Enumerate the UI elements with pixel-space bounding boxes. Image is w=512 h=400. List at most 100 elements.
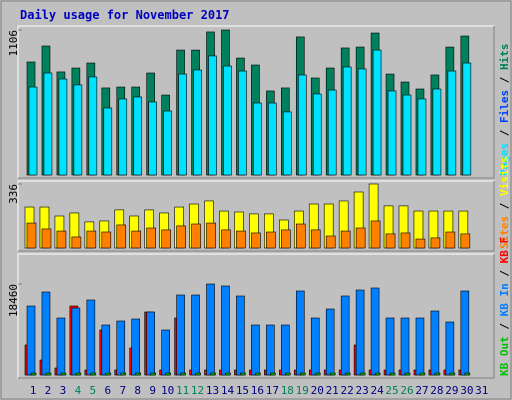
bar — [165, 372, 171, 376]
bar — [445, 231, 456, 249]
bar — [133, 96, 143, 176]
bar — [295, 223, 306, 249]
legend-separator: / — [498, 316, 511, 336]
bar — [449, 372, 456, 376]
x-tick-label: 18 — [281, 384, 294, 397]
bar — [71, 236, 82, 249]
x-tick-label: 31 — [475, 384, 488, 397]
bar — [419, 372, 426, 376]
legend-entry: KB F — [498, 237, 511, 264]
bar — [270, 372, 276, 376]
x-tick-label: 20 — [311, 384, 324, 397]
bar — [195, 372, 201, 376]
bar — [58, 78, 68, 176]
bar — [176, 225, 186, 249]
bar — [178, 73, 187, 176]
bar — [417, 98, 427, 176]
y-tick-label: 1106 — [7, 30, 20, 57]
x-tick-label: 5 — [90, 384, 97, 397]
bar — [238, 70, 247, 176]
bar — [223, 65, 232, 176]
bar — [389, 372, 396, 376]
bar — [355, 289, 365, 376]
bar — [464, 372, 471, 376]
bar — [26, 222, 37, 249]
bar — [176, 294, 185, 376]
bar — [314, 372, 321, 376]
bar — [344, 372, 351, 376]
bar — [374, 372, 381, 376]
bar — [357, 68, 367, 176]
x-tick-label: 21 — [326, 384, 339, 397]
legend: Sites / Visits — [498, 156, 511, 249]
legend-entry: KB In — [498, 283, 511, 316]
bar — [268, 102, 277, 176]
bar — [432, 88, 442, 176]
bar — [105, 372, 112, 376]
bar — [206, 283, 215, 376]
bar — [340, 295, 350, 376]
bar — [71, 307, 81, 376]
bar — [116, 224, 127, 249]
bar — [385, 317, 395, 376]
bar — [460, 290, 470, 376]
panel — [17, 253, 495, 379]
bar — [26, 305, 36, 376]
bar — [86, 299, 96, 376]
bar — [60, 372, 67, 376]
bar — [340, 230, 351, 249]
bar — [236, 295, 245, 376]
bar — [148, 101, 157, 176]
bar — [460, 233, 471, 249]
x-tick-label: 19 — [296, 384, 309, 397]
x-tick-label: 17 — [266, 384, 279, 397]
bar — [329, 372, 336, 376]
x-tick-label: 27 — [415, 384, 428, 397]
x-tick-label: 3 — [60, 384, 67, 397]
legend-separator: / — [498, 263, 511, 283]
bar — [283, 111, 292, 176]
y-tick-label: 336 — [7, 184, 20, 204]
bar — [131, 230, 142, 249]
bar — [191, 294, 200, 376]
bar — [342, 66, 352, 176]
bar — [150, 372, 156, 376]
legend-entry: Hits — [498, 44, 511, 71]
bar — [161, 229, 171, 249]
bar — [310, 317, 320, 376]
bar — [146, 311, 155, 376]
bar — [325, 235, 336, 249]
bar — [434, 372, 441, 376]
bar — [221, 229, 231, 249]
y-tick-label: 18460 — [7, 284, 20, 317]
x-tick-label: 6 — [104, 384, 111, 397]
bar — [295, 290, 305, 376]
bar — [208, 55, 217, 176]
bar — [266, 324, 275, 376]
legend: Pages / Files / Hits — [498, 44, 511, 177]
bar — [402, 94, 412, 176]
x-tick-label: 11 — [176, 384, 189, 397]
bar — [266, 231, 276, 249]
x-tick-label: 2 — [45, 384, 52, 397]
bar — [120, 372, 127, 376]
bar — [131, 318, 141, 376]
x-tick-label: 10 — [161, 384, 174, 397]
bar — [447, 70, 457, 176]
bar — [251, 324, 260, 376]
bar — [221, 285, 230, 376]
bar — [30, 372, 37, 376]
x-tick-label: 28 — [430, 384, 443, 397]
bar — [56, 230, 67, 249]
bar — [88, 76, 98, 176]
legend-entry: KB Out — [498, 336, 511, 376]
x-tick-label: 15 — [236, 384, 249, 397]
bar — [251, 232, 261, 249]
bar — [370, 287, 380, 376]
panel-shadow — [18, 254, 495, 379]
x-tick-label: 13 — [206, 384, 219, 397]
bar — [191, 223, 201, 249]
bar — [415, 317, 425, 376]
x-tick-label: 26 — [400, 384, 413, 397]
